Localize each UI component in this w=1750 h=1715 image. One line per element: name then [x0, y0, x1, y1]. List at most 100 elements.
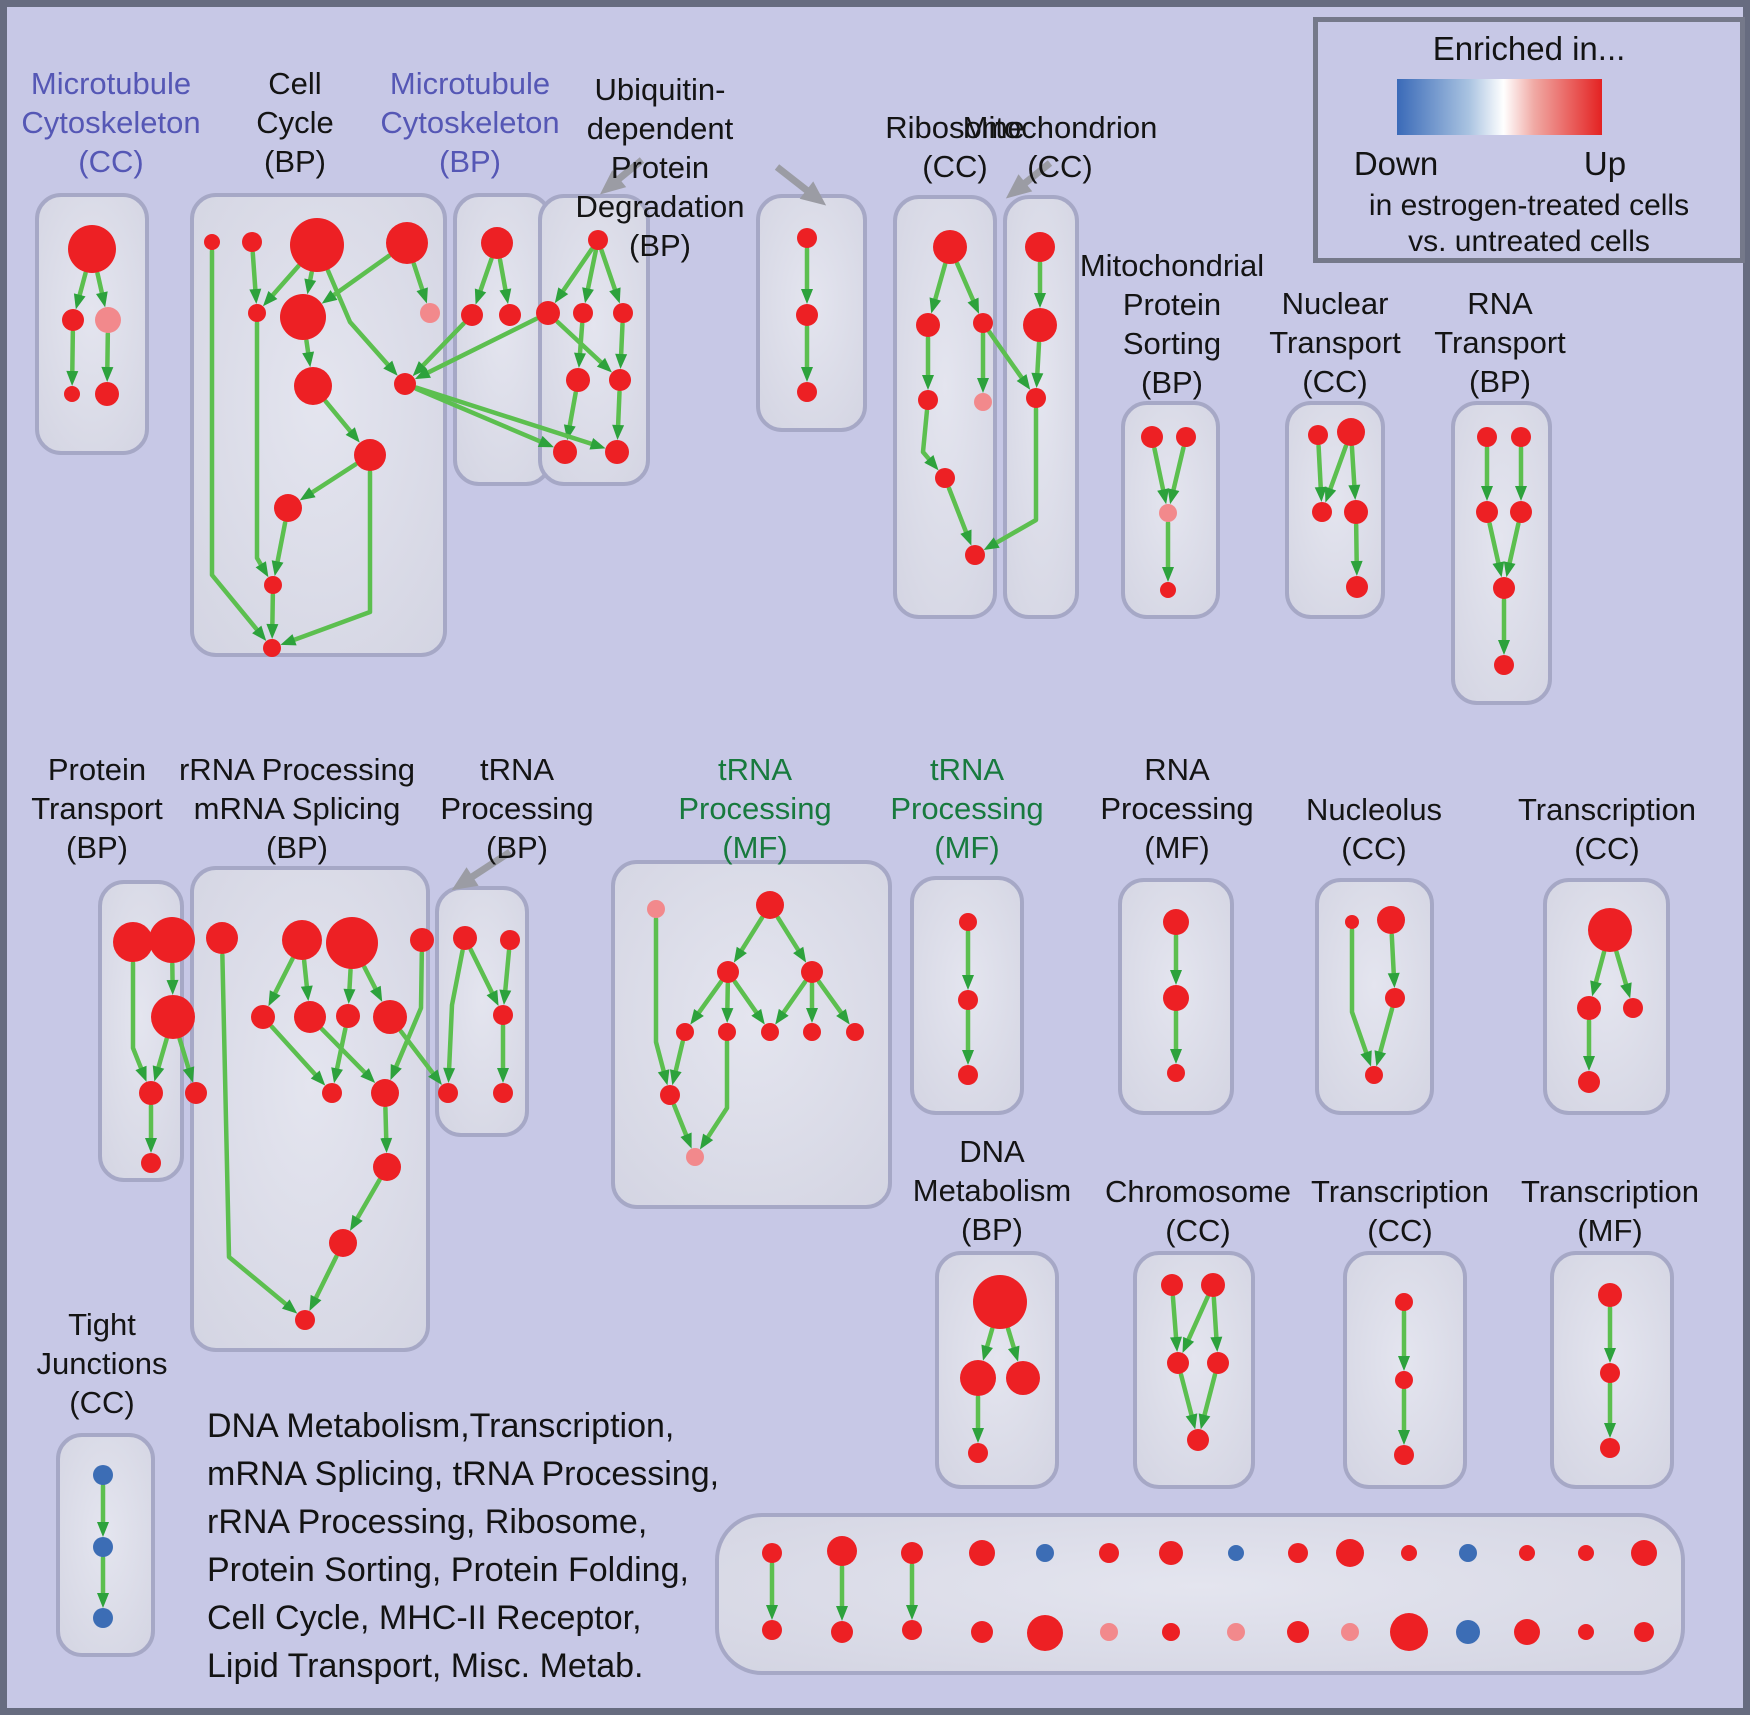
- legend-title: Enriched in...: [1432, 30, 1626, 67]
- edge-arrow: [1349, 927, 1372, 1067]
- go-term-node-ubiq-right-0: [797, 228, 817, 248]
- edge-arrow: [669, 1039, 685, 1086]
- edge-arrow: [152, 1036, 169, 1082]
- go-term-node-cell-cycle-10: [274, 494, 302, 522]
- cluster-box-nuclear-transport: [1285, 401, 1385, 619]
- legend-box: Enriched in... Down Up in estrogen-treat…: [1313, 17, 1745, 263]
- misc-text-line: Lipid Transport, Misc. Metab.: [207, 1647, 644, 1685]
- cluster-box-mitochondrion: [1003, 195, 1079, 619]
- go-term-node-ubiq-left-7: [605, 440, 629, 464]
- go-term-node-misc-row-29: [1634, 1622, 1654, 1642]
- go-term-node-rrna-mrna-5: [294, 1001, 326, 1033]
- go-term-node-trna-mf-large-4: [676, 1023, 694, 1041]
- go-term-node-trna-mf-large-2: [717, 961, 739, 983]
- edge-arrow: [414, 316, 539, 380]
- go-term-node-misc-row-22: [1227, 1623, 1245, 1641]
- edge-arrow: [1350, 522, 1363, 577]
- go-term-node-mitochondrion-0: [1025, 232, 1055, 262]
- edge-arrow: [983, 406, 1039, 551]
- edge-arrow: [775, 915, 807, 963]
- edge-arrow: [1170, 1294, 1182, 1353]
- misc-categories-text: DNA Metabolism,Transcription, mRNA Splic…: [207, 1402, 719, 1690]
- go-term-node-misc-row-0: [762, 1543, 782, 1563]
- go-term-node-cell-cycle-4: [248, 304, 266, 322]
- go-term-node-rrna-mrna-11: [329, 1229, 357, 1257]
- edge-arrow: [262, 263, 301, 307]
- edge-arrow: [412, 321, 466, 377]
- go-term-node-transcription-cc-lower-0: [1395, 1293, 1413, 1311]
- edge-arrow: [390, 950, 425, 1081]
- go-term-node-mito-protein-sorting-2: [1159, 504, 1177, 522]
- go-term-node-transcription-cc-lower-1: [1395, 1371, 1413, 1389]
- go-term-node-nucleolus-0: [1345, 915, 1359, 929]
- go-term-node-cell-cycle-12: [263, 639, 281, 657]
- edge-arrow: [1348, 444, 1361, 501]
- cluster-box-misc-row: [715, 1513, 1685, 1675]
- go-term-node-cell-cycle-5: [280, 294, 326, 340]
- go-term-node-ubiq-right-1: [796, 304, 818, 326]
- go-term-node-ubiq-left-3: [613, 303, 633, 323]
- go-term-node-chromosome-2: [1167, 1352, 1189, 1374]
- edge-arrow: [582, 248, 599, 304]
- edge-arrow: [733, 915, 765, 963]
- go-term-node-nucleolus-1: [1377, 906, 1405, 934]
- go-term-node-trna-mf-large-5: [718, 1023, 736, 1041]
- edge-arrow: [1031, 340, 1044, 389]
- edge-arrow: [95, 271, 108, 308]
- go-term-node-rna-transport-5: [1494, 655, 1514, 675]
- edge-arrow: [954, 261, 980, 314]
- go-term-node-cell-cycle-1: [242, 232, 262, 252]
- go-term-node-misc-row-28: [1578, 1624, 1594, 1640]
- go-term-node-misc-row-11: [1459, 1544, 1477, 1562]
- go-term-node-cell-cycle-7: [294, 367, 332, 405]
- go-term-node-misc-row-26: [1456, 1620, 1480, 1644]
- go-term-node-trna-mf-small-0: [959, 913, 977, 931]
- go-term-node-misc-row-5: [1099, 1543, 1119, 1563]
- go-term-node-misc-row-25: [1390, 1613, 1428, 1651]
- edge-arrow: [499, 948, 512, 1006]
- edge-arrow: [1590, 949, 1607, 997]
- go-term-node-cell-cycle-2: [290, 218, 344, 272]
- go-term-node-trna-mf-large-3: [801, 961, 823, 983]
- go-term-node-mitochondrion-1: [1023, 308, 1057, 342]
- go-term-node-rna-processing-mf-0: [1163, 909, 1189, 935]
- edge-arrow: [1198, 1372, 1218, 1430]
- edge-arrow: [1210, 1295, 1223, 1353]
- go-term-node-dna-metabolism-2: [1006, 1361, 1040, 1395]
- go-term-node-cell-cycle-6: [420, 303, 440, 323]
- go-term-node-misc-row-4: [1036, 1544, 1054, 1562]
- edge-arrow: [414, 385, 606, 450]
- go-term-node-ubiq-left-2: [573, 303, 593, 323]
- go-term-node-trna-bp-4: [493, 1083, 513, 1103]
- go-term-node-microtubule-cc-1: [62, 309, 84, 331]
- edge-arrow: [66, 329, 79, 387]
- go-term-node-ribosome-3: [918, 390, 938, 410]
- edge-arrow: [920, 408, 939, 471]
- go-term-node-rrna-mrna-1: [282, 920, 322, 960]
- go-term-node-trna-mf-small-1: [958, 990, 978, 1010]
- go-term-node-cell-cycle-3: [386, 222, 428, 264]
- go-term-node-transcription-mf-1: [1600, 1363, 1620, 1383]
- go-term-node-rna-transport-2: [1476, 501, 1498, 523]
- go-term-node-dna-metabolism-3: [968, 1443, 988, 1463]
- go-term-node-ubiq-right-2: [797, 382, 817, 402]
- edge-arrow: [177, 1036, 195, 1083]
- go-term-node-protein-transport-4: [185, 1082, 207, 1104]
- go-term-node-trna-bp-3: [438, 1083, 458, 1103]
- annotation-arrow: [451, 849, 512, 891]
- go-term-node-rna-transport-3: [1510, 501, 1532, 523]
- go-term-node-misc-row-12: [1519, 1545, 1535, 1561]
- cluster-box-transcription-cc-upper: [1543, 878, 1670, 1115]
- go-term-node-misc-row-19: [1027, 1615, 1063, 1651]
- edge-arrow: [323, 399, 360, 443]
- edge-arrow: [1387, 932, 1400, 989]
- edge-arrow: [929, 262, 948, 314]
- edge-arrow: [816, 979, 850, 1025]
- go-term-node-protein-transport-2: [151, 995, 195, 1039]
- go-term-node-misc-row-2: [901, 1542, 923, 1564]
- go-term-node-trna-bp-2: [493, 1005, 513, 1025]
- go-term-node-chromosome-3: [1207, 1352, 1229, 1374]
- go-term-node-trna-mf-large-1: [756, 891, 784, 919]
- go-term-node-ubiq-left-1: [536, 301, 560, 325]
